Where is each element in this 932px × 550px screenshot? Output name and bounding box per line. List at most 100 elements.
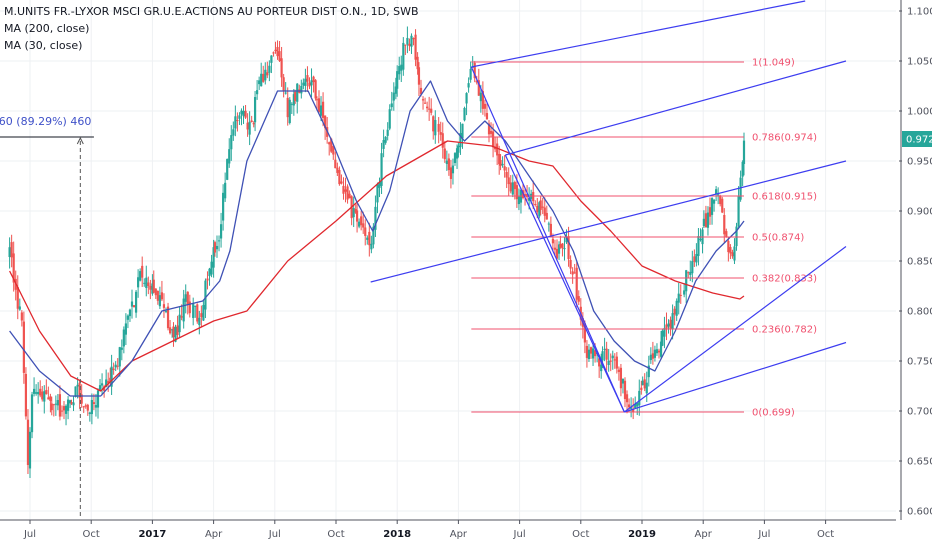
candle-body [640, 387, 643, 391]
trend-line[interactable] [470, 66, 625, 413]
candle-body [503, 166, 506, 171]
channel-drawings[interactable] [370, 0, 847, 413]
candle-body [244, 110, 247, 118]
candle-body [689, 271, 692, 275]
candle-body [224, 182, 227, 199]
candle-body [321, 101, 325, 118]
candle-body [16, 287, 19, 309]
candle-body [158, 295, 161, 307]
candle-body [627, 404, 631, 408]
candle-body [723, 214, 726, 235]
measure-label: 0.460 (89.29%) 460 [0, 115, 91, 128]
candle-body [509, 182, 512, 192]
candle-body [583, 323, 586, 343]
candle-body [172, 326, 175, 338]
candle-body [226, 159, 229, 180]
candle-body [184, 294, 187, 302]
candle-body [105, 379, 108, 388]
time-axis[interactable]: Jul Oct 2017 Apr Jul Oct 2018 Apr Jul Oct 2019 Apr J… [0, 519, 896, 540]
candle-body [657, 350, 661, 353]
candle-body [603, 348, 606, 350]
candle-body [651, 353, 654, 359]
channel-line[interactable] [624, 341, 847, 413]
candle-body [621, 378, 625, 384]
candle-body [719, 195, 722, 205]
candle-body [154, 288, 157, 296]
candle-body [536, 205, 539, 213]
candle-body [274, 49, 277, 52]
ma200-legend[interactable]: MA (200, close) [4, 22, 90, 35]
price-axis[interactable]: 0.600 0.650 0.700 0.750 0.800 0.850 0.900 0.950… [899, 0, 932, 520]
candle-body [302, 82, 305, 86]
candle-body [90, 400, 93, 415]
candle-body [408, 43, 411, 47]
candle-body [62, 406, 66, 411]
candle-body [477, 80, 480, 96]
candle-body [334, 159, 337, 169]
fibonacci-retracement[interactable]: 1(1.049) 0.786(0.974) 0.618(0.915) 0.5(0.87… [471, 58, 817, 419]
fib-level-label: 0.382(0.833) [752, 274, 817, 285]
candle-body [561, 243, 564, 249]
channel-line[interactable] [623, 246, 847, 413]
fib-level-label: 0.5(0.874) [752, 233, 804, 244]
candle-body [340, 181, 343, 184]
fib-level-label: 0.618(0.915) [752, 192, 817, 203]
candle-body [72, 402, 75, 406]
trend-line[interactable] [504, 154, 625, 413]
channel-line[interactable] [471, 0, 806, 68]
candle-body [288, 99, 291, 123]
candle-body [186, 291, 189, 305]
channel-line[interactable] [370, 160, 847, 283]
candle-body [695, 254, 698, 263]
candle-body [428, 108, 431, 110]
candle-body [421, 99, 425, 101]
candle-body [669, 319, 672, 329]
candle-body [541, 206, 544, 208]
candle-body [222, 192, 225, 221]
candle-body [585, 345, 589, 358]
y-tick-label: 1.050 [907, 57, 932, 68]
candle-body [45, 390, 48, 395]
candle-body [416, 56, 419, 70]
candle-body [52, 404, 55, 406]
candle-body [80, 394, 83, 404]
candle-body [573, 272, 576, 274]
candle-body [619, 367, 623, 389]
fib-level-label: 1(1.049) [752, 58, 795, 69]
candle-body [741, 161, 744, 177]
candle-body [432, 116, 435, 132]
candle-body [410, 35, 413, 47]
candle-body [338, 169, 341, 185]
candle-body [210, 261, 213, 275]
candle-body [675, 300, 678, 316]
price-measure-tool[interactable]: 0.460 (89.29%) 460 [0, 115, 94, 516]
candle-body [394, 86, 397, 94]
candle-body [643, 379, 646, 389]
candle-body [721, 198, 724, 213]
candle-body [141, 265, 144, 278]
candle-body [712, 199, 716, 204]
candle-body [126, 315, 130, 320]
candle-body [528, 198, 531, 201]
candle-body [567, 236, 570, 260]
candle-body [256, 90, 259, 95]
candle-body [232, 129, 235, 136]
channel-line[interactable] [505, 60, 847, 156]
candle-body [717, 194, 720, 196]
candle-body [632, 409, 635, 413]
candle-body [708, 207, 712, 217]
candle-body [485, 113, 489, 120]
candle-body [457, 145, 460, 153]
candle-body [368, 231, 371, 246]
candle-body [194, 305, 197, 307]
candle-body [24, 373, 28, 417]
candle-body [396, 71, 399, 89]
candle-body [388, 109, 391, 129]
ma30-legend[interactable]: MA (30, close) [4, 39, 83, 52]
candle-body [557, 244, 561, 254]
candle-body [563, 248, 566, 250]
candle-body [625, 394, 629, 403]
candle-body [50, 403, 53, 411]
candle-body [467, 83, 470, 88]
